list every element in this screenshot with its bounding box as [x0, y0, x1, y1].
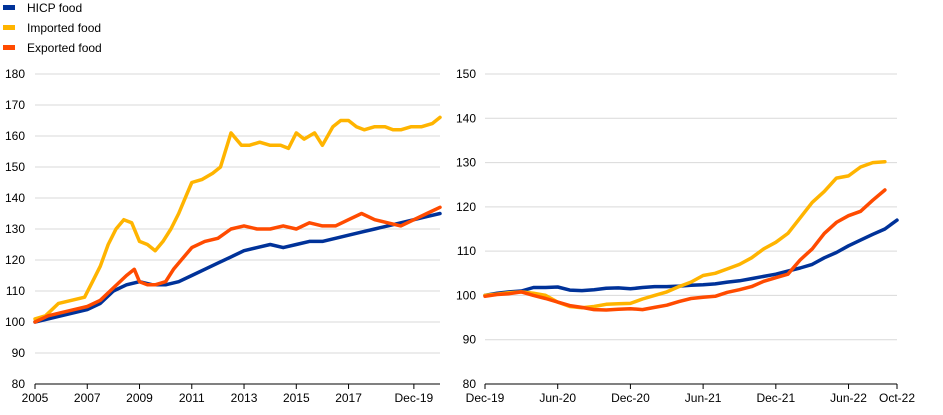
x-tick-label: Jun-20 [539, 391, 576, 405]
series-line-hicp [33, 211, 442, 324]
y-tick-label: 160 [5, 129, 25, 143]
y-tick-label: 90 [463, 333, 477, 347]
series-line-exported [33, 205, 442, 324]
series-line-imported [33, 115, 442, 321]
y-tick-label: 120 [5, 253, 25, 267]
y-tick-label: 110 [457, 244, 476, 258]
x-tick-label: 2009 [126, 391, 153, 405]
x-tick-label: Dec-21 [756, 391, 795, 405]
x-tick-label: Dec-20 [611, 391, 650, 405]
y-tick-label: 130 [456, 156, 476, 170]
y-tick-label: 80 [12, 377, 26, 391]
x-tick-label: 2011 [179, 391, 205, 405]
y-tick-label: 140 [456, 111, 476, 125]
left-panel-long-term-chart: 80 90 100 110 120 130 140 150 160 170 180 2005 2007 2… [5, 67, 442, 405]
x-tick-label: Dec-19 [466, 391, 505, 405]
y-tick-label: 150 [5, 160, 25, 174]
legend-swatch-hicp [3, 5, 15, 10]
legend-swatch-imported [3, 25, 15, 30]
y-tick-label: 130 [5, 222, 25, 236]
legend-swatch-exported [3, 45, 15, 50]
x-tick-label: 2015 [283, 391, 310, 405]
x-tick-label: Jun-22 [830, 391, 867, 405]
y-tick-label: 170 [5, 98, 25, 112]
x-tick-label: 2007 [74, 391, 101, 405]
y-tick-label: 80 [463, 377, 477, 391]
right-panel-recent-chart: 80 90 100 110 120 130 140 150 Dec-19 Jun-20 Dec-20… [456, 67, 915, 405]
legend-label-exported: Exported food [27, 41, 102, 55]
y-tick-label: 150 [456, 67, 476, 81]
y-tick-label: 180 [5, 67, 25, 81]
y-tick-label: 100 [5, 315, 25, 329]
x-tick-label: Jun-21 [685, 391, 722, 405]
y-tick-label: 120 [456, 200, 476, 214]
legend: HICP food Imported food Exported food [3, 1, 102, 55]
legend-label-imported: Imported food [27, 21, 101, 35]
y-tick-label: 110 [6, 284, 25, 298]
x-tick-label: 2017 [335, 391, 362, 405]
x-tick-label: Oct-22 [879, 391, 915, 405]
x-tick-label: 2013 [231, 391, 258, 405]
y-tick-label: 140 [5, 191, 25, 205]
x-tick-label: 2005 [22, 391, 49, 405]
y-tick-label: 100 [456, 288, 476, 302]
x-tick-label: Dec-19 [395, 391, 434, 405]
y-tick-label: 90 [12, 346, 26, 360]
series-line-hicp [483, 218, 899, 298]
legend-label-hicp: HICP food [27, 1, 82, 15]
series-line-exported [483, 188, 887, 312]
